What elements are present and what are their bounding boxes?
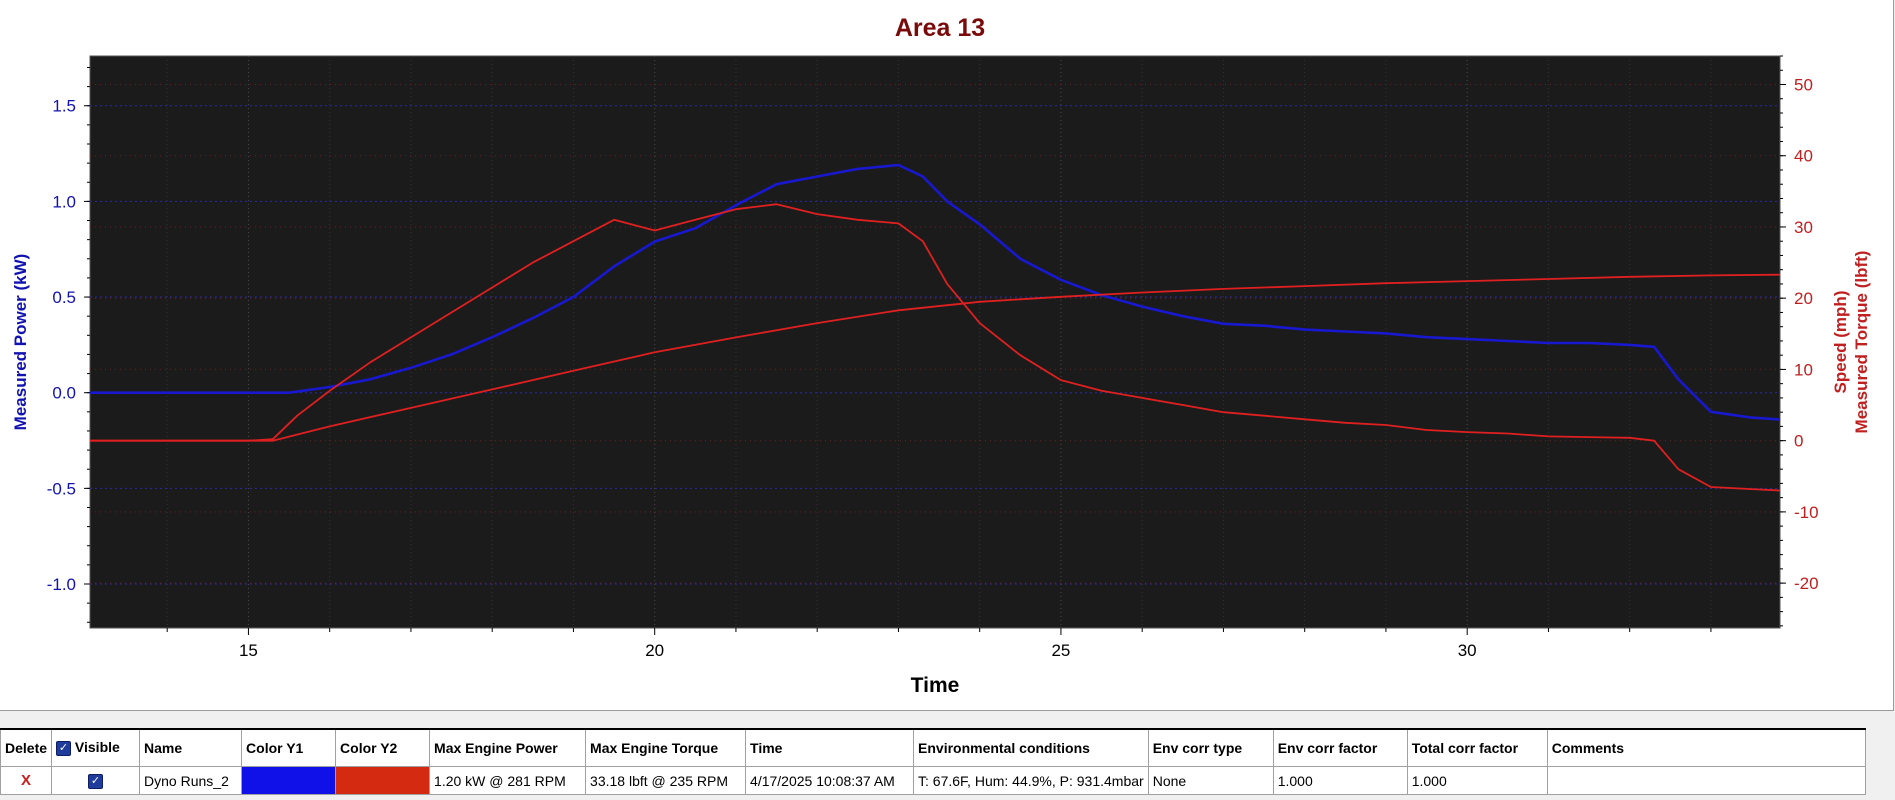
y-left-tick-label: 0.5 — [52, 288, 76, 307]
series-speed-line — [90, 273, 1781, 442]
color-y2-cell[interactable] — [335, 766, 431, 795]
env-corr-factor-value: 1.000 — [1272, 766, 1408, 795]
y-right-tick-label: -20 — [1794, 574, 1819, 593]
y-left-tick-label: 1.5 — [52, 97, 76, 116]
header-color-y2[interactable]: Color Y2 — [335, 728, 431, 767]
header-total-corr-factor[interactable]: Total corr factor — [1406, 728, 1548, 767]
chart-panel: Area 13 15 20 25 30 -1.0 -0.5 0.0 0.5 1.0 1.5 -20 -… — [0, 0, 1894, 711]
y-left-tick-label: 0.0 — [52, 384, 76, 403]
y-right-tick-label: 0 — [1794, 432, 1803, 451]
header-color-y1[interactable]: Color Y1 — [241, 728, 337, 767]
y-right-tick-label: 20 — [1794, 289, 1813, 308]
max-torque-value: 33.18 lbft @ 235 RPM — [585, 766, 747, 795]
run-name[interactable]: Dyno Runs_2 — [139, 766, 243, 795]
header-time[interactable]: Time — [745, 728, 915, 767]
chart-title: Area 13 — [895, 14, 985, 42]
delete-cell[interactable]: X — [0, 766, 53, 795]
y-left-tick-label: -0.5 — [47, 479, 76, 498]
total-corr-factor-value: 1.000 — [1406, 766, 1548, 795]
y-right-axis-label-torque: Measured Torque (lbft) — [1852, 251, 1871, 434]
y-left-tick-label: 1.0 — [52, 192, 76, 211]
y-left-tick-label: -1.0 — [47, 575, 76, 594]
header-max-torque[interactable]: Max Engine Torque — [585, 728, 747, 767]
y-right-tick-label: 40 — [1794, 147, 1813, 166]
header-max-power[interactable]: Max Engine Power — [429, 728, 587, 767]
header-env-conditions[interactable]: Environmental conditions — [913, 728, 1149, 767]
env-conditions-value: T: 67.6F, Hum: 44.9%, P: 931.4mbar — [913, 766, 1149, 795]
header-name[interactable]: Name — [139, 728, 243, 767]
runs-table: Delete ✓ Visible Name Color Y1 Color Y2 … — [0, 728, 1866, 795]
x-axis-label: Time — [911, 674, 960, 697]
visible-all-checkbox[interactable]: ✓ — [56, 740, 72, 756]
y-right-tick-label: 30 — [1794, 218, 1813, 237]
y-right-axis-label-speed: Speed (mph) — [1831, 291, 1850, 394]
x-tick-label: 25 — [1051, 641, 1070, 660]
header-visible-label: Visible — [74, 739, 120, 756]
series-power-line — [90, 163, 1781, 421]
y-right-tick-label: 10 — [1794, 360, 1813, 379]
y-right-tick-label: 50 — [1794, 75, 1813, 94]
comments-value[interactable] — [1546, 766, 1866, 795]
time-value: 4/17/2025 10:08:37 AM — [745, 766, 915, 795]
plot-area — [89, 55, 1781, 629]
max-power-value: 1.20 kW @ 281 RPM — [429, 766, 587, 795]
x-tick-label: 30 — [1458, 641, 1477, 660]
runs-grid-panel: Delete ✓ Visible Name Color Y1 Color Y2 … — [0, 722, 1895, 800]
y-left-axis-label: Measured Power (kW) — [11, 254, 30, 431]
table-row[interactable]: X ✓ Dyno Runs_2 1.20 kW @ 281 RPM 33.18 … — [0, 766, 1866, 795]
header-visible[interactable]: ✓ Visible — [51, 728, 141, 767]
color-y2-swatch[interactable] — [336, 767, 429, 794]
visible-checkbox[interactable]: ✓ — [88, 773, 104, 789]
visible-cell[interactable]: ✓ — [51, 766, 141, 795]
header-delete[interactable]: Delete — [0, 728, 53, 767]
x-tick-label: 15 — [239, 641, 258, 660]
header-env-corr-factor[interactable]: Env corr factor — [1272, 728, 1408, 767]
series-torque-line — [90, 203, 1781, 492]
chart: Area 13 15 20 25 30 -1.0 -0.5 0.0 0.5 1.0 1.5 -20 -… — [11, 14, 1871, 697]
table-header-row: Delete ✓ Visible Name Color Y1 Color Y2 … — [0, 728, 1866, 767]
color-y1-swatch[interactable] — [242, 767, 335, 794]
color-y1-cell[interactable] — [241, 766, 337, 795]
y-right-tick-label: -10 — [1794, 503, 1819, 522]
header-env-corr-type[interactable]: Env corr type — [1147, 728, 1274, 767]
header-comments[interactable]: Comments — [1546, 728, 1866, 767]
env-corr-type-value: None — [1147, 766, 1274, 795]
delete-icon[interactable]: X — [21, 772, 32, 789]
x-tick-label: 20 — [645, 641, 664, 660]
